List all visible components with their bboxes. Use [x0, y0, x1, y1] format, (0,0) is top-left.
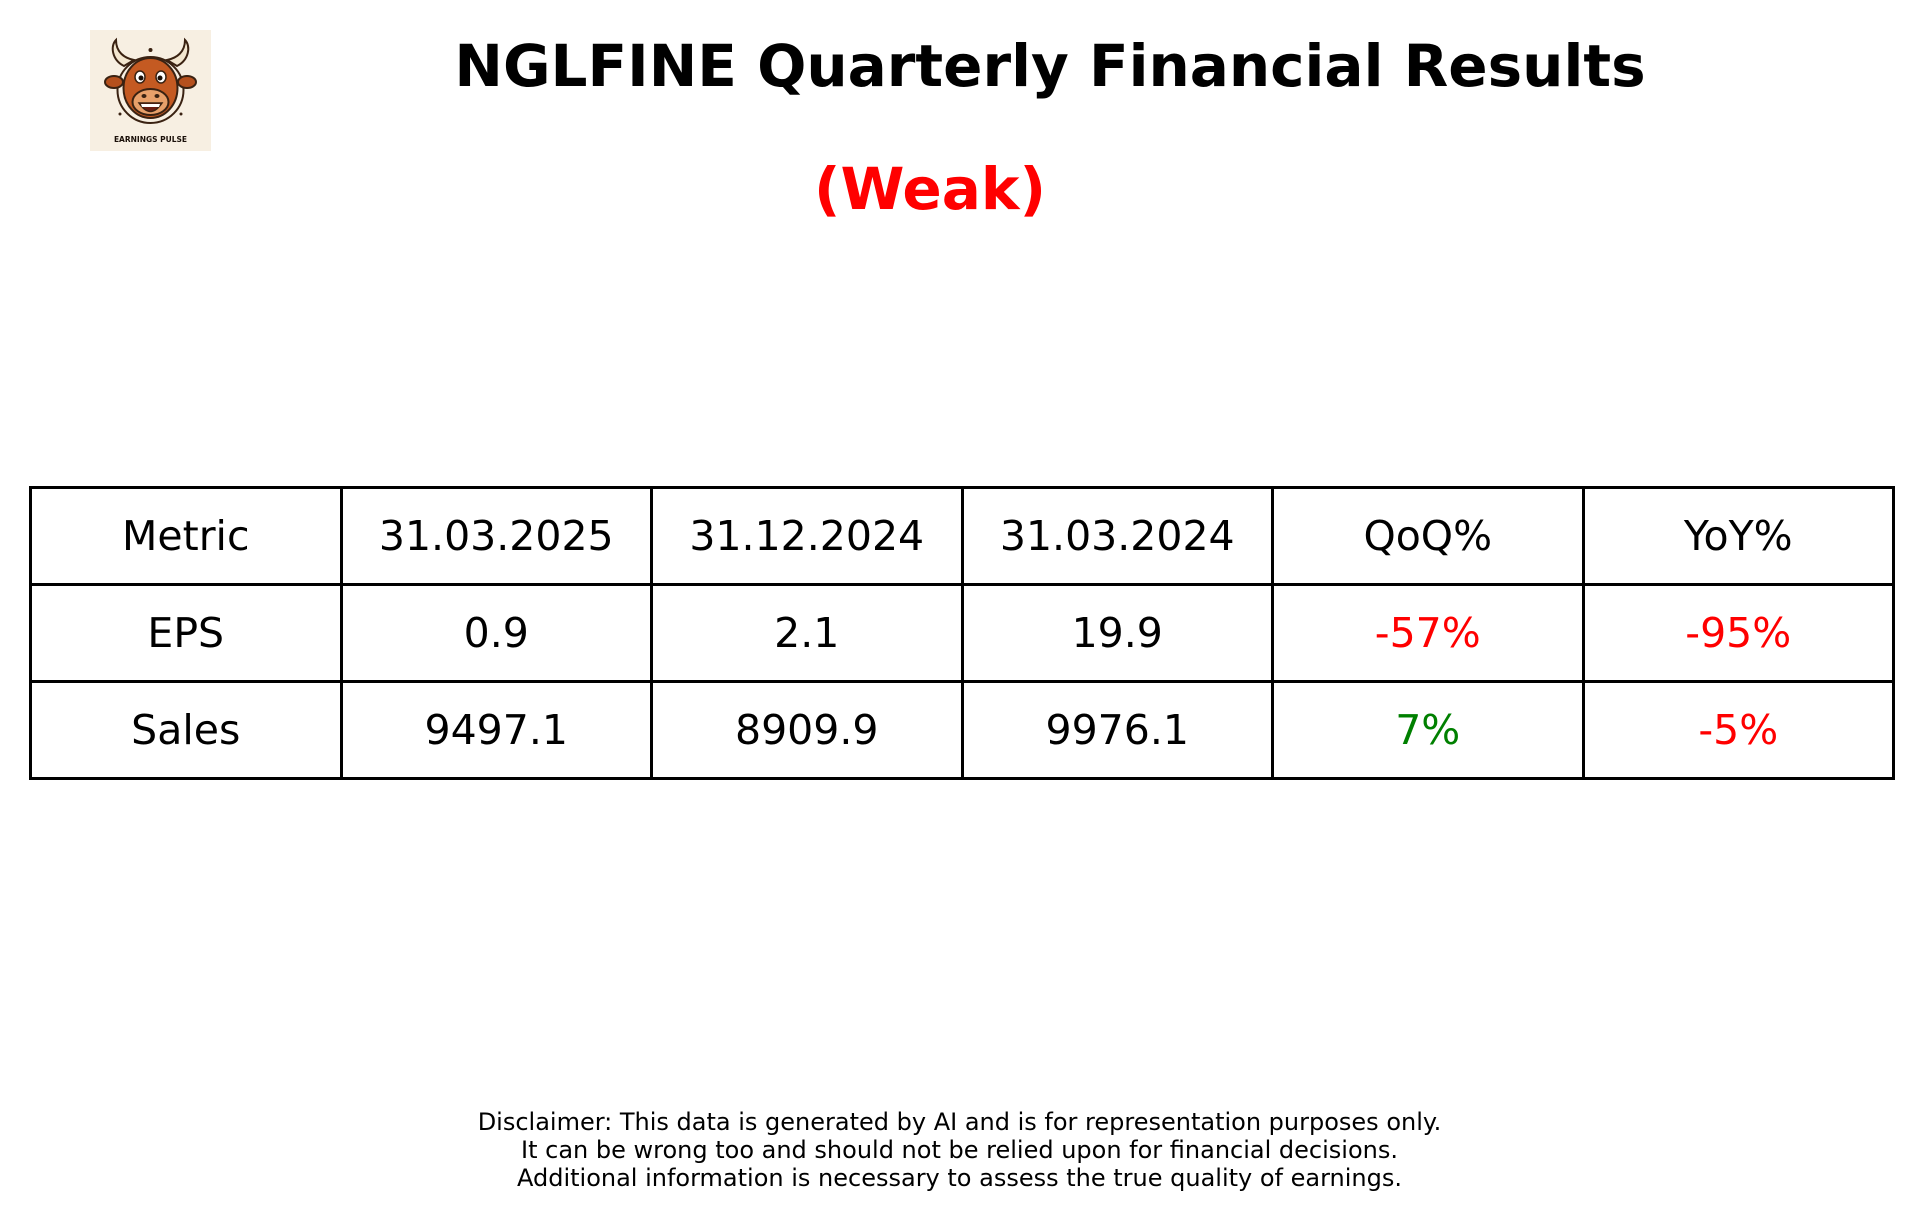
value-cell: 9976.1 — [960, 680, 1274, 780]
value-cell: 8909.9 — [650, 680, 964, 780]
disclaimer-line: Additional information is necessary to a… — [516, 1164, 1402, 1192]
disclaimer-line: Disclaimer: This data is generated by AI… — [477, 1108, 1442, 1136]
table-row-sales: Sales 9497.1 8909.9 9976.1 7% -5% — [29, 680, 1895, 780]
column-header-year-ago-quarter: 31.03.2024 — [960, 486, 1274, 586]
metric-cell: EPS — [29, 583, 343, 683]
value-cell: 0.9 — [339, 583, 653, 683]
value-cell: 2.1 — [650, 583, 964, 683]
results-table: Metric 31.03.2025 31.12.2024 31.03.2024 … — [29, 486, 1895, 780]
logo-text: EARNINGS PULSE — [114, 135, 187, 144]
value-cell: 19.9 — [960, 583, 1274, 683]
disclaimer-line: It can be wrong too and should not be re… — [521, 1136, 1398, 1164]
page-title: NGLFINE Quarterly Financial Results — [454, 32, 1646, 100]
qoq-change-cell: 7% — [1271, 680, 1585, 780]
disclaimer: Disclaimer: This data is generated by AI… — [0, 1108, 1919, 1192]
column-header-qoq: QoQ% — [1271, 486, 1585, 586]
earnings-pulse-logo: EARNINGS PULSE — [90, 30, 211, 151]
table-row-eps: EPS 0.9 2.1 19.9 -57% -95% — [29, 583, 1895, 683]
column-header-metric: Metric — [29, 486, 343, 586]
value-cell: 9497.1 — [339, 680, 653, 780]
column-header-previous-quarter: 31.12.2024 — [650, 486, 964, 586]
table-header-row: Metric 31.03.2025 31.12.2024 31.03.2024 … — [29, 486, 1895, 586]
rating-label: (Weak) — [814, 155, 1046, 223]
yoy-change-cell: -5% — [1581, 680, 1895, 780]
metric-cell: Sales — [29, 680, 343, 780]
yoy-change-cell: -95% — [1581, 583, 1895, 683]
column-header-current-quarter: 31.03.2025 — [339, 486, 653, 586]
bull-mascot-icon: EARNINGS PULSE — [104, 37, 197, 144]
qoq-change-cell: -57% — [1271, 583, 1585, 683]
column-header-yoy: YoY% — [1581, 486, 1895, 586]
